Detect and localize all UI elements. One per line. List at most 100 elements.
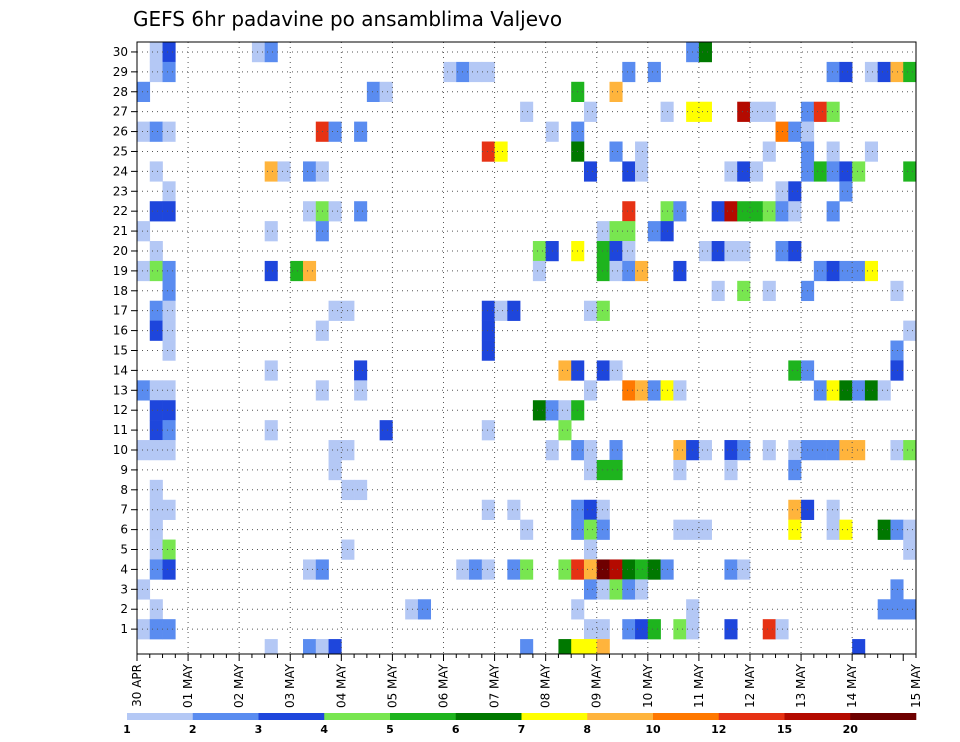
- heatmap-cell: [149, 300, 163, 321]
- heatmap-cell: [507, 559, 521, 580]
- heatmap-cell: [609, 221, 623, 242]
- heatmap-cell: [596, 260, 610, 282]
- heatmap-cell: [788, 241, 802, 262]
- heatmap-cell: [698, 241, 712, 262]
- colorbar-label: 10: [645, 723, 661, 736]
- heatmap-cell: [149, 161, 163, 182]
- heatmap-cell: [481, 320, 495, 341]
- colorbar-swatch: [784, 713, 851, 720]
- heatmap-cell: [635, 559, 649, 580]
- heatmap-cell: [520, 639, 534, 655]
- heatmap-cell: [149, 619, 163, 640]
- heatmap-cell: [149, 519, 163, 540]
- heatmap-cell: [890, 519, 904, 540]
- plot-frame: [136, 41, 917, 655]
- heatmap-cell: [264, 639, 278, 655]
- heatmap-cell: [328, 440, 342, 461]
- colorbar-swatch: [521, 713, 588, 720]
- heatmap-cell: [137, 260, 151, 282]
- heatmap-cell: [303, 161, 317, 182]
- heatmap-cell: [609, 579, 623, 600]
- heatmap-cell: [137, 579, 151, 600]
- x-tick-label: 14 MAY: [845, 663, 859, 708]
- colorbar-swatch: [258, 713, 325, 720]
- heatmap-cell: [647, 221, 661, 242]
- heatmap-cell: [596, 499, 610, 520]
- heatmap-cell: [826, 440, 840, 461]
- heatmap-cell: [137, 81, 151, 102]
- heatmap-cell: [635, 380, 649, 401]
- heatmap-cell: [162, 121, 176, 142]
- heatmap-cell: [303, 201, 317, 222]
- heatmap-cell: [303, 639, 317, 655]
- heatmap-cell: [149, 420, 163, 441]
- colorbar-swatch: [718, 713, 785, 720]
- heatmap-cell: [507, 300, 521, 321]
- heatmap-cell: [749, 201, 764, 222]
- heatmap-cell: [788, 121, 802, 142]
- colorbar-label: 15: [777, 723, 792, 736]
- y-tick-label: 20: [113, 244, 128, 258]
- heatmap-cell: [149, 201, 163, 222]
- heatmap-cell: [826, 141, 840, 162]
- heatmap-cell: [788, 499, 802, 520]
- heatmap-cell: [622, 579, 636, 600]
- heatmap-cell: [315, 639, 329, 655]
- heatmap-cell: [520, 559, 534, 580]
- colorbar-swatch: [587, 713, 654, 720]
- heatmap-cell: [852, 380, 866, 401]
- heatmap-cell: [137, 121, 151, 142]
- heatmap-cell: [303, 260, 317, 282]
- heatmap-cell: [583, 300, 598, 321]
- colorbar-swatch: [653, 713, 720, 720]
- heatmap-cell: [481, 340, 495, 361]
- heatmap-cell: [558, 360, 572, 381]
- y-tick-label: 8: [120, 483, 128, 497]
- heatmap-cell: [609, 559, 623, 580]
- heatmap-cell: [609, 440, 623, 461]
- heatmap-cell: [826, 61, 840, 83]
- heatmap-cell: [762, 141, 776, 162]
- y-tick-label: 10: [113, 443, 128, 457]
- heatmap-cell: [583, 499, 598, 520]
- heatmap-cell: [877, 519, 891, 540]
- heatmap-cell: [571, 639, 585, 655]
- colorbar-label: 6: [452, 723, 460, 736]
- y-tick-label: 29: [113, 65, 128, 79]
- heatmap-cell: [724, 440, 738, 461]
- heatmap-cell: [520, 101, 534, 122]
- heatmap-cell: [149, 42, 163, 63]
- heatmap-cell: [417, 599, 432, 620]
- heatmap-cell: [724, 619, 738, 640]
- heatmap-cell: [622, 201, 636, 222]
- heatmap-cell: [162, 61, 176, 83]
- heatmap-cell: [903, 440, 917, 461]
- heatmap-cell: [635, 161, 649, 182]
- heatmap-cell: [711, 280, 725, 302]
- colorbar-label: 20: [843, 723, 859, 736]
- heatmap-cell: [583, 579, 598, 600]
- heatmap-cell: [277, 161, 291, 182]
- heatmap-cell: [622, 221, 636, 242]
- y-tick-label: 6: [120, 523, 128, 537]
- heatmap-cell: [481, 300, 495, 321]
- colorbar-swatch: [455, 713, 522, 720]
- heatmap-cell: [366, 81, 380, 102]
- y-tick-label: 26: [113, 125, 128, 139]
- y-tick-label: 7: [120, 503, 128, 517]
- y-tick-label: 22: [113, 204, 128, 218]
- heatmap-cell: [354, 121, 368, 142]
- heatmap-cell: [864, 260, 878, 282]
- heatmap-cell: [494, 300, 508, 321]
- heatmap-cell: [788, 459, 802, 481]
- heatmap-cell: [864, 380, 878, 401]
- heatmap-cell: [149, 499, 163, 520]
- heatmap-cell: [596, 221, 610, 242]
- heatmap-cell: [532, 400, 546, 421]
- heatmap-cell: [149, 241, 163, 262]
- heatmap-cell: [762, 201, 776, 222]
- y-tick-label: 13: [113, 383, 128, 397]
- heatmap-cell: [826, 201, 840, 222]
- heatmap-cell: [609, 81, 623, 102]
